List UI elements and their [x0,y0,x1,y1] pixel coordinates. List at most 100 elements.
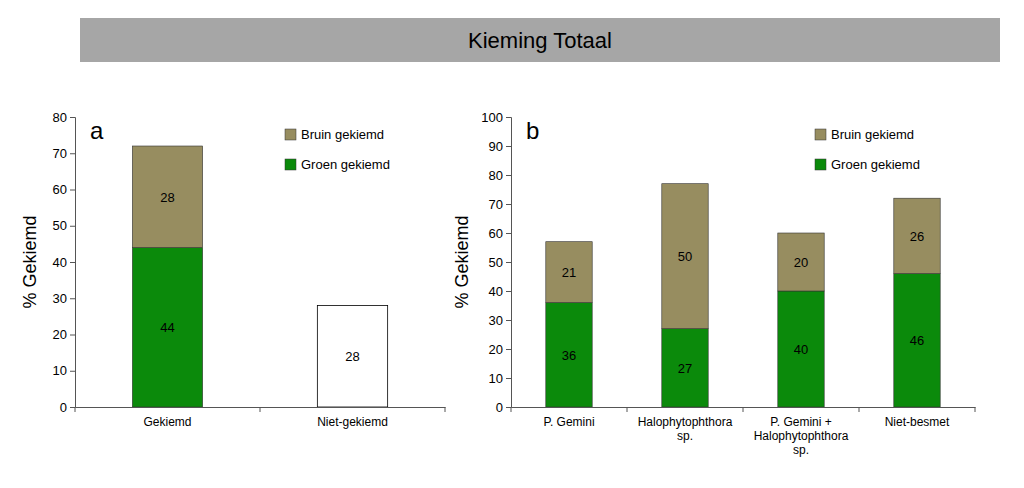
panel-label: a [90,117,104,144]
y-tick-label: 80 [53,110,67,125]
chart: 44 28 28 0 10 20 30 40 50 60 70 80 Gekiemd Niet-gekie… [53,110,446,429]
y-tick-label: 0 [60,400,67,415]
y-tick-label: 90 [489,139,503,154]
legend-label: Bruin gekiemd [301,127,384,142]
bars [132,146,387,407]
data-labels: 44 28 28 [160,190,359,365]
x-tick: Halophytophthorasp. [638,407,733,443]
bar-segment [662,184,708,329]
data-label: 28 [345,349,359,364]
y-tick: 30 [53,291,75,306]
bar-segment [778,291,824,407]
y-tick-label: 80 [489,168,503,183]
x-tick: P. Gemini +Halophytophthorasp. [754,407,849,457]
y-tick-label: 40 [53,255,67,270]
x-separator [743,407,744,412]
bars [546,184,940,407]
x-separator [859,407,860,412]
y-axis-title: % Gekiemd [452,215,472,308]
data-label: 36 [562,348,576,363]
y-tick-mark [70,407,75,408]
y-tick-mark [506,233,511,234]
y-tick-label: 100 [481,110,503,125]
y-axis-line [506,118,512,408]
data-label: 44 [160,320,174,335]
legend-swatch [815,129,826,140]
y-axis: 0 10 20 30 40 50 60 70 80 [53,110,76,415]
y-tick-label: 30 [53,291,67,306]
y-tick-mark [70,153,75,154]
y-tick: 40 [489,284,511,299]
x-axis: Gekiemd Niet-gekiemd [76,407,446,429]
x-axis: P. GeminiHalophytophthorasp.P. Gemini +H… [512,407,976,457]
data-label: 46 [910,333,924,348]
y-tick-mark [70,190,75,191]
bar-segment [317,306,387,408]
y-tick-label: 70 [489,197,503,212]
y-tick-mark [506,320,511,321]
bar-segment [132,248,202,408]
bar-segment [894,274,940,407]
bar-segment [778,233,824,291]
y-tick-mark [70,371,75,372]
data-label: 50 [678,249,692,264]
y-tick-label: 60 [489,226,503,241]
legend: Bruin gekiemd Groen gekiemd [815,127,920,172]
y-tick-label: 10 [53,363,67,378]
y-tick-mark [506,175,511,176]
y-tick-mark [506,349,511,350]
y-tick: 10 [53,363,75,378]
title: Kieming Totaal [468,28,612,53]
y-tick: 70 [489,197,511,212]
x-tick-label: Niet-gekiemd [317,415,388,429]
x-tick: Niet-besmet [885,407,950,429]
bar-segment [546,303,592,407]
data-label: 20 [794,255,808,270]
y-tick: 70 [53,146,75,161]
y-tick: 20 [53,327,75,342]
y-tick-label: 50 [53,218,67,233]
legend-label: Groen gekiemd [831,157,920,172]
legend: Bruin gekiemdGroen gekiemd [285,127,390,172]
y-tick: 30 [489,313,511,328]
bar-segment [546,242,592,303]
x-separator [75,407,76,412]
x-tick: Gekiemd [143,407,191,429]
y-tick-label: 60 [53,182,67,197]
y-axis-line [70,118,76,408]
y-tick-mark [506,291,511,292]
data-label: 28 [160,190,174,205]
y-tick-mark [506,117,511,118]
y-tick-label: 10 [489,371,503,386]
legend-label: Bruin gekiemd [831,127,914,142]
y-tick-mark [70,298,75,299]
panel-label: b [526,117,539,144]
y-tick: 20 [489,342,511,357]
y-tick: 50 [489,255,511,270]
y-tick: 0 [496,400,511,415]
y-tick: 60 [489,226,511,241]
y-tick: 80 [53,110,75,125]
y-tick-mark [70,117,75,118]
data-labels: 3627404621502026 [562,229,924,376]
y-tick: 50 [53,218,75,233]
y-tick: 80 [489,168,511,183]
data-label: 27 [678,361,692,376]
data-label: 21 [562,265,576,280]
y-tick-mark [70,226,75,227]
y-tick-mark [506,378,511,379]
y-tick-label: 20 [53,327,67,342]
x-tick: Niet-gekiemd [317,407,388,429]
chart: 36274046215020260102030405060708090100P.… [481,110,975,458]
y-tick: 10 [489,371,511,386]
y-tick-label: 20 [489,342,503,357]
x-separator [975,407,976,412]
x-separator [260,407,261,412]
x-tick-label: Gekiemd [143,415,191,429]
legend-swatch [815,159,826,170]
y-tick: 60 [53,182,75,197]
x-separator [627,407,628,412]
y-tick: 40 [53,255,75,270]
y-tick: 0 [60,400,75,415]
title-banner [80,18,1000,62]
